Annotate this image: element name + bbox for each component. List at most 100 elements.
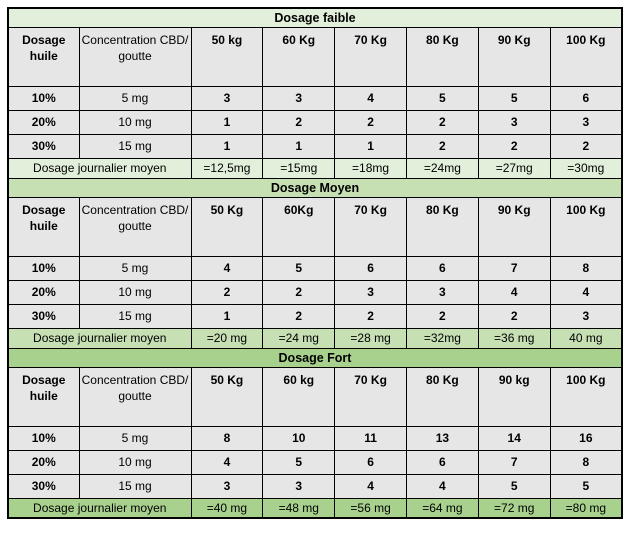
concentration-cell: 10 mg [78,279,192,305]
drops-cell: 2 [334,303,407,329]
section-dosage-moyen: Dosage Moyen Dosage huile Concentration … [7,177,623,349]
drops-cell: 3 [262,85,336,111]
drops-cell: 1 [190,133,264,159]
drops-cell: 8 [549,449,623,475]
concentration-cell: 15 mg [78,133,192,159]
table-row: 10% 5 mg 8 10 11 13 14 16 [7,425,623,451]
summary-value-cell: =20 mg [190,327,264,349]
drops-cell: 5 [262,255,336,281]
drops-cell: 2 [334,109,407,135]
drops-cell: 4 [190,255,264,281]
drops-cell: 5 [262,449,336,475]
drops-cell: 4 [549,279,623,305]
drops-cell: 5 [405,85,479,111]
summary-value-cell: =48 mg [262,497,336,519]
section-title: Dosage faible [7,7,623,28]
oil-percentage-cell: 30% [7,303,80,329]
table-row: Dosage Moyen [7,177,623,198]
drops-cell: 8 [190,425,264,451]
table-row: Dosage Fort [7,347,623,368]
section-title: Dosage Fort [7,347,623,368]
drops-cell: 3 [549,303,623,329]
drops-cell: 1 [334,133,407,159]
table-row: 20% 10 mg 2 2 3 3 4 4 [7,279,623,305]
summary-value-cell: =15mg [262,157,336,179]
column-header-dosage-huile: Dosage huile [7,366,80,427]
summary-label-cell: Dosage journalier moyen [7,497,192,519]
column-header-weight: 70 Kg [334,366,407,427]
drops-cell: 8 [549,255,623,281]
drops-cell: 2 [405,109,479,135]
column-header-dosage-huile: Dosage huile [7,196,80,257]
drops-cell: 3 [190,473,264,499]
column-header-weight: 50 Kg [190,366,264,427]
drops-cell: 2 [477,303,551,329]
table-row: Dosage huile Concentration CBD/ goutte 5… [7,196,623,257]
drops-cell: 4 [405,473,479,499]
table-row: 10% 5 mg 4 5 6 6 7 8 [7,255,623,281]
column-header-concentration: Concentration CBD/ goutte [78,196,192,257]
table-row: Dosage faible [7,7,623,28]
table-row: 30% 15 mg 1 1 1 2 2 2 [7,133,623,159]
drops-cell: 1 [190,109,264,135]
oil-percentage-cell: 10% [7,255,80,281]
drops-cell: 1 [190,303,264,329]
summary-value-cell: 40 mg [549,327,623,349]
page: Dosage faible Dosage huile Concentration… [7,7,623,519]
column-header-weight: 80 Kg [405,366,479,427]
summary-value-cell: =24 mg [262,327,336,349]
column-header-weight: 90 Kg [477,26,551,87]
concentration-cell: 10 mg [78,449,192,475]
drops-cell: 3 [477,109,551,135]
drops-cell: 5 [549,473,623,499]
drops-cell: 6 [405,449,479,475]
drops-cell: 3 [262,473,336,499]
summary-value-cell: =36 mg [477,327,551,349]
drops-cell: 7 [477,255,551,281]
oil-percentage-cell: 10% [7,85,80,111]
drops-cell: 2 [262,279,336,305]
drops-cell: 16 [549,425,623,451]
drops-cell: 4 [190,449,264,475]
drops-cell: 2 [549,133,623,159]
oil-percentage-cell: 10% [7,425,80,451]
drops-cell: 6 [334,449,407,475]
summary-value-cell: =56 mg [334,497,407,519]
column-header-weight: 60 kg [262,366,336,427]
column-header-weight: 70 Kg [334,26,407,87]
summary-value-cell: =24mg [405,157,479,179]
table-row: 20% 10 mg 4 5 6 6 7 8 [7,449,623,475]
drops-cell: 4 [477,279,551,305]
summary-value-cell: =12,5mg [190,157,264,179]
column-header-concentration: Concentration CBD/ goutte [78,26,192,87]
drops-cell: 6 [549,85,623,111]
oil-percentage-cell: 20% [7,279,80,305]
table-row: Dosage journalier moyen =40 mg =48 mg =5… [7,497,623,519]
section-dosage-faible: Dosage faible Dosage huile Concentration… [7,7,623,179]
oil-percentage-cell: 30% [7,133,80,159]
oil-percentage-cell: 20% [7,109,80,135]
drops-cell: 11 [334,425,407,451]
summary-value-cell: =40 mg [190,497,264,519]
drops-cell: 2 [405,303,479,329]
table-row: Dosage journalier moyen =12,5mg =15mg =1… [7,157,623,179]
drops-cell: 14 [477,425,551,451]
column-header-weight: 90 Kg [477,196,551,257]
table-row: Dosage journalier moyen =20 mg =24 mg =2… [7,327,623,349]
concentration-cell: 15 mg [78,473,192,499]
summary-value-cell: =64 mg [405,497,479,519]
drops-cell: 13 [405,425,479,451]
drops-cell: 2 [262,303,336,329]
drops-cell: 10 [262,425,336,451]
summary-value-cell: =72 mg [477,497,551,519]
summary-value-cell: =18mg [334,157,407,179]
concentration-cell: 5 mg [78,85,192,111]
section-title: Dosage Moyen [7,177,623,198]
column-header-weight: 50 Kg [190,196,264,257]
summary-label-cell: Dosage journalier moyen [7,157,192,179]
oil-percentage-cell: 30% [7,473,80,499]
table-row: Dosage huile Concentration CBD/ goutte 5… [7,26,623,87]
drops-cell: 7 [477,449,551,475]
summary-label-cell: Dosage journalier moyen [7,327,192,349]
drops-cell: 1 [262,133,336,159]
